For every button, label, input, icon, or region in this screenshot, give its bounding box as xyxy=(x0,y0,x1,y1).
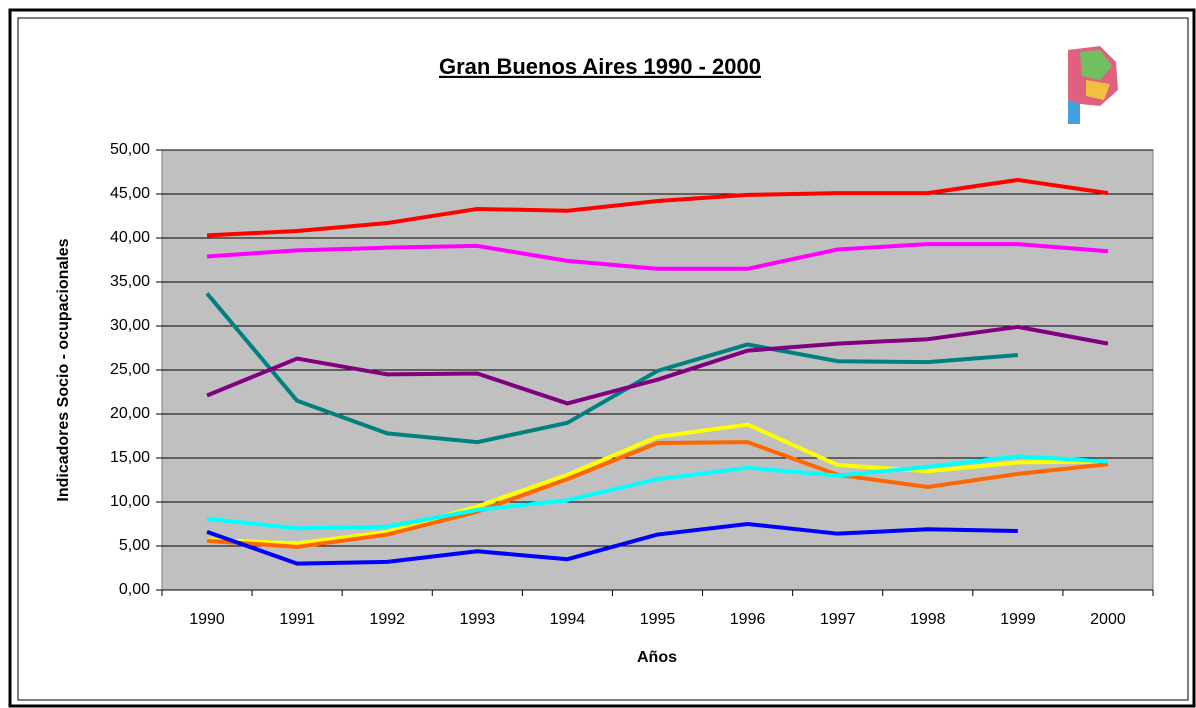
y-tick-label: 30,00 xyxy=(110,317,150,334)
x-tick-label: 1995 xyxy=(640,611,676,628)
series-line xyxy=(206,522,1018,566)
x-tick-label: 2000 xyxy=(1090,611,1126,628)
series-line xyxy=(205,292,1019,445)
y-tick-label: 50,00 xyxy=(110,141,150,158)
series-line xyxy=(206,177,1109,238)
x-tick-label: 1998 xyxy=(910,611,946,628)
series-line xyxy=(206,324,1109,406)
series-line xyxy=(206,454,1109,531)
x-axis-title: Años xyxy=(637,649,677,666)
y-tick-label: 0,00 xyxy=(119,581,150,598)
x-tick-label: 1996 xyxy=(730,611,766,628)
x-tick-label: 1997 xyxy=(820,611,856,628)
x-tick-label: 1999 xyxy=(1000,611,1036,628)
y-tick-label: 15,00 xyxy=(110,449,150,466)
y-tick-label: 20,00 xyxy=(110,405,150,422)
series-line xyxy=(206,440,1109,549)
chart-frame xyxy=(17,17,1189,701)
map-icon xyxy=(1068,46,1118,124)
chart-title: Gran Buenos Aires 1990 - 2000 xyxy=(439,54,761,79)
series-line xyxy=(206,422,1108,546)
x-tick-label: 1991 xyxy=(279,611,315,628)
y-tick-label: 35,00 xyxy=(110,273,150,290)
y-tick-label: 5,00 xyxy=(119,537,150,554)
y-tick-label: 45,00 xyxy=(110,185,150,202)
x-tick-label: 1993 xyxy=(460,611,496,628)
x-tick-label: 1992 xyxy=(369,611,405,628)
x-tick-label: 1994 xyxy=(550,611,586,628)
series-line xyxy=(206,242,1109,271)
y-tick-label: 25,00 xyxy=(110,361,150,378)
y-tick-label: 10,00 xyxy=(110,493,150,510)
y-axis-title: Indicadores Socio - ocupacionales xyxy=(55,238,72,501)
x-tick-label: 1990 xyxy=(189,611,225,628)
y-tick-label: 40,00 xyxy=(110,229,150,246)
